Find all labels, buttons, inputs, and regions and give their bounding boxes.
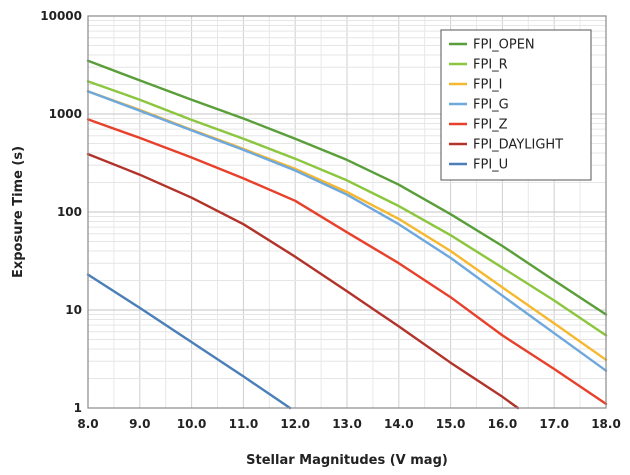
x-tick-label: 15.0 xyxy=(436,417,466,431)
x-tick-label: 17.0 xyxy=(539,417,569,431)
legend-label: FPI_OPEN xyxy=(473,38,535,53)
x-axis-title: Stellar Magnitudes (V mag) xyxy=(246,453,448,468)
y-tick-label: 10000 xyxy=(40,9,82,23)
y-tick-labels: 1 10 100 1000 10000 xyxy=(40,9,82,415)
x-tick-label: 13.0 xyxy=(332,417,362,431)
legend-label: FPI_G xyxy=(473,98,509,113)
y-axis-title: Exposure Time (s) xyxy=(11,146,26,278)
series-line-fpi-daylight xyxy=(86,152,520,410)
legend-label: FPI_U xyxy=(473,158,508,173)
x-tick-label: 14.0 xyxy=(384,417,414,431)
x-tick-label: 8.0 xyxy=(77,417,98,431)
y-tick-label: 1 xyxy=(74,401,82,415)
x-tick-label: 10.0 xyxy=(177,417,207,431)
series-line-fpi-z xyxy=(86,118,608,406)
series-line-fpi-open xyxy=(86,59,608,316)
legend-label: FPI_Z xyxy=(473,118,508,133)
series-lines xyxy=(86,59,608,410)
x-tick-labels: 8.0 9.0 10.0 11.0 12.0 13.0 14.0 15.0 16.0 17.0 18… xyxy=(77,417,620,431)
x-tick-label: 12.0 xyxy=(280,417,310,431)
x-tick-label: 18.0 xyxy=(591,417,621,431)
x-tick-label: 11.0 xyxy=(229,417,259,431)
x-tick-label: 16.0 xyxy=(488,417,518,431)
y-tick-label: 100 xyxy=(57,205,82,219)
series-line-fpi-g xyxy=(86,90,608,372)
y-tick-label: 10 xyxy=(65,303,82,317)
x-tick-label: 9.0 xyxy=(129,417,150,431)
legend-label: FPI_R xyxy=(473,58,508,73)
legend: FPI_OPEN FPI_R FPI_I FPI_G FPI_Z FPI_DAYLIGHT… xyxy=(440,29,592,181)
series-line-fpi-r xyxy=(86,80,608,337)
series-line-fpi-u xyxy=(86,273,292,410)
legend-label: FPI_I xyxy=(473,78,503,93)
y-tick-label: 1000 xyxy=(49,107,82,121)
plot-frame xyxy=(87,15,607,409)
legend-label: FPI_DAYLIGHT xyxy=(473,138,563,153)
